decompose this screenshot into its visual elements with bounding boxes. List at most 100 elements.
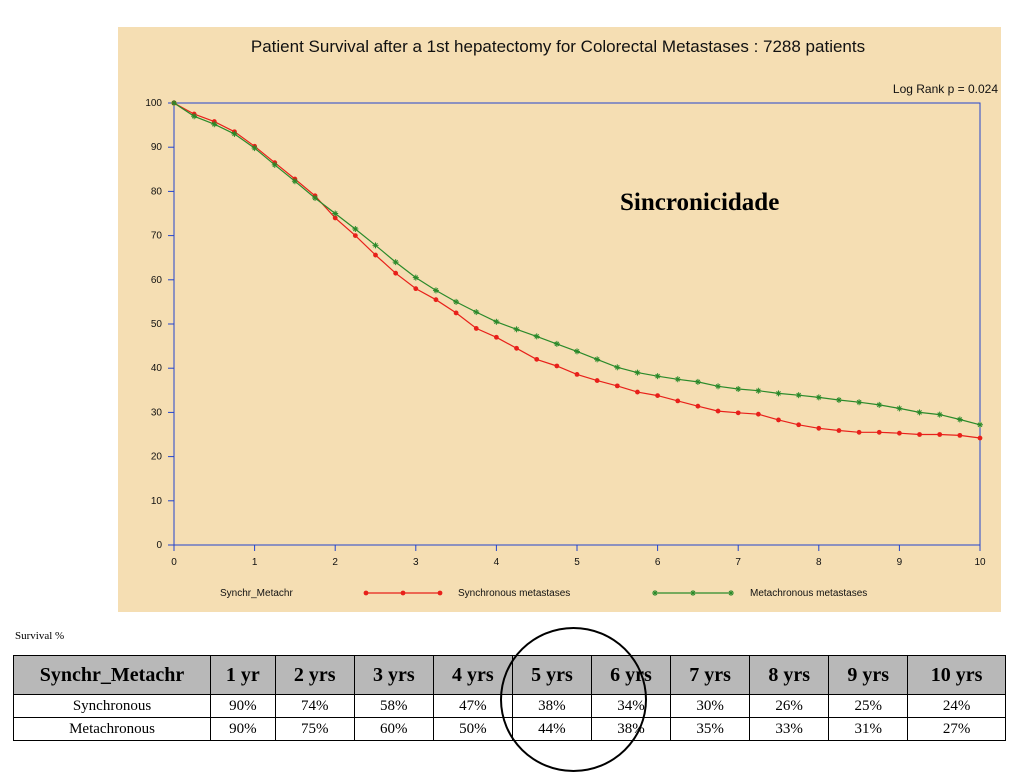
table-cell: 30% [670,694,751,718]
data-point-synchronous [514,345,519,351]
data-point-synchronous [655,393,660,399]
data-point-metachronous [977,421,983,428]
data-point-metachronous-stroke [695,379,701,385]
data-point-metachronous [715,383,722,390]
data-point-metachronous-stroke [836,397,842,403]
data-point-synchronous [856,429,862,435]
data-point-metachronous-stroke [171,100,177,106]
survival-chart: Patient Survival after a 1st hepatectomy… [145,37,998,599]
data-point-metachronous [553,340,560,347]
data-point-metachronous [574,348,580,355]
table-header: 9 yrs [828,655,909,695]
legend-marker-synchronous [400,590,406,596]
x-tick-label: 3 [413,557,419,568]
x-tick-label: 5 [574,557,580,568]
data-point-metachronous-stroke [876,402,882,408]
data-point-metachronous [493,318,500,325]
table-cell: 74% [274,694,355,718]
table-header: Synchr_Metachr [13,655,211,695]
table-cell: 44% [511,717,592,741]
legend-label-synchronous: Synchronous metastases [458,588,570,599]
data-point-synchronous [332,215,338,221]
data-point-metachronous-stroke [453,299,459,305]
data-point-metachronous [412,274,419,281]
data-point-synchronous [594,378,600,383]
data-point-metachronous [896,405,903,412]
data-point-metachronous-stroke [332,211,338,216]
data-point-metachronous-stroke [352,226,358,232]
y-tick-label: 0 [156,540,162,551]
data-point-metachronous-stroke [977,422,983,428]
legend: Synchr_Metachr Synchronous metastases Met… [220,588,867,599]
data-point-metachronous [694,378,701,385]
plot-area [173,102,981,546]
table-header-row: Synchr_Metachr 1 yr 2 yrs 3 yrs 4 yrs 5 … [13,655,1006,695]
data-point-metachronous [594,356,601,363]
legend-marker-metachronous-stroke [652,590,658,596]
table-cell: 34% [590,694,672,718]
data-point-metachronous-stroke [655,373,660,379]
y-tick-label: 60 [151,275,163,286]
data-point-synchronous [494,334,499,340]
data-point-metachronous [876,401,883,408]
data-point-synchronous [635,389,640,395]
data-point-synchronous [453,310,459,316]
table-cell: 58% [353,694,434,718]
series-line-synchronous [173,102,981,439]
data-point-metachronous-stroke [373,242,378,248]
data-point-metachronous [614,364,621,371]
data-point-metachronous [453,298,460,305]
data-point-metachronous-stroke [534,334,540,339]
series-layer [171,100,983,441]
data-point-metachronous-stroke [272,162,278,168]
data-point-metachronous-stroke [433,288,439,293]
data-point-synchronous [735,410,741,416]
data-point-metachronous [936,411,943,418]
data-point-metachronous-stroke [856,399,862,405]
data-point-metachronous [634,369,641,376]
table-cell: 60% [353,717,434,741]
data-point-synchronous [836,428,842,433]
data-point-metachronous-stroke [594,357,600,362]
data-point-metachronous [352,225,359,232]
data-point-metachronous-stroke [232,131,237,137]
x-tick-label: 6 [655,557,661,568]
data-point-synchronous [433,297,439,303]
data-point-metachronous-stroke [957,417,963,422]
data-point-synchronous [554,363,560,369]
y-tick-label: 90 [151,142,163,153]
data-point-synchronous [816,425,822,431]
chart-title: Patient Survival after a 1st hepatectomy… [251,37,865,56]
data-point-synchronous [473,326,479,331]
table-header: 2 yrs [274,655,355,695]
data-point-metachronous [775,390,782,397]
table-cell: 47% [432,694,513,718]
y-tick-label: 70 [151,231,163,242]
table-cell: 27% [907,717,1006,741]
x-tick-label: 1 [252,557,258,568]
y-tick-label: 40 [151,363,163,374]
log-rank-annotation: Log Rank p = 0.024 [893,82,998,96]
table-header: 7 yrs [670,655,751,695]
y-axis: 0 10 20 30 40 50 60 70 80 90 100 [145,98,174,551]
data-point-metachronous-stroke [252,145,257,151]
table-header: 3 yrs [353,655,434,695]
table-header: 4 yrs [432,655,513,695]
data-point-metachronous-stroke [211,121,217,127]
data-point-synchronous [977,435,983,441]
x-tick-label: 2 [332,557,338,568]
data-point-metachronous-stroke [191,113,197,119]
table-cell: Synchronous [13,694,211,718]
data-point-synchronous [695,403,701,409]
data-point-metachronous [674,376,681,383]
table-cell: 35% [670,717,751,741]
table-cell: 33% [749,717,830,741]
data-point-metachronous [916,409,923,416]
data-point-metachronous-stroke [393,259,399,265]
y-tick-label: 100 [145,98,162,109]
data-point-synchronous [796,422,802,428]
table-row: Synchronous 90% 74% 58% 47% 38% 34% 30% … [13,694,1006,718]
data-point-metachronous-stroke [292,178,298,184]
data-point-metachronous-stroke [755,388,761,394]
data-point-metachronous [956,416,963,423]
